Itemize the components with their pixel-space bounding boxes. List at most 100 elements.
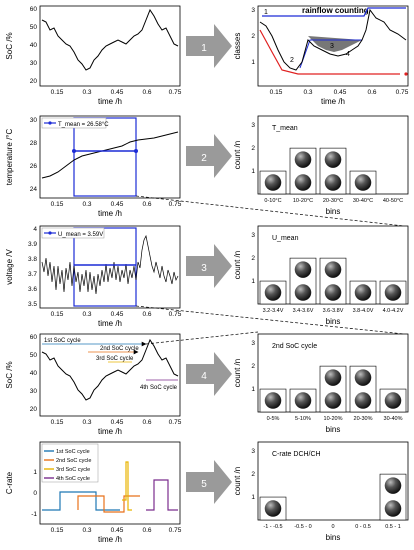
connectors [135, 195, 405, 345]
histogram-ylabel: count /n [233, 467, 242, 495]
cycle2-label: 2nd SoC cycle [100, 346, 139, 352]
svg-text:3rd SoC cycle: 3rd SoC cycle [56, 467, 90, 473]
left1-yticks: 60 50 40 30 20 [30, 6, 38, 85]
histogram-ytick: 2 [251, 145, 255, 152]
svg-text:30: 30 [30, 388, 38, 395]
histogram-ball [354, 174, 372, 191]
svg-text:50: 50 [30, 24, 38, 31]
svg-text:0.3: 0.3 [82, 89, 91, 96]
svg-text:26: 26 [30, 163, 38, 170]
left1-xticks: 0.15 0.3 0.45 0.6 0.75 [51, 89, 182, 96]
svg-text:20: 20 [30, 406, 38, 413]
step-arrows: 1 2 3 4 5 [186, 24, 232, 504]
svg-text:3: 3 [251, 7, 255, 14]
voltage-trace [41, 234, 179, 295]
histogram-ball [384, 392, 402, 409]
left2-yticks: 30 28 26 24 [30, 117, 38, 193]
left-panel-temperature: temperature /°C time /h 0.15 0.3 0.45 0.… [5, 115, 182, 218]
temperature-trace [41, 131, 179, 179]
histogram-ytick: 2 [251, 471, 255, 478]
histogram-callout: 2nd SoC cycle [272, 343, 317, 350]
left-panel-soc: SoC /% time /h 0.15 0.3 0.45 0.6 0.75 60… [5, 5, 182, 106]
histogram-bin-label: 40-50°C [383, 198, 403, 204]
svg-text:3: 3 [330, 43, 334, 50]
svg-text:3.6: 3.6 [28, 286, 37, 293]
svg-text:0.6: 0.6 [367, 89, 376, 96]
histogram-ball [354, 284, 372, 301]
histogram-bin-label: 20-30% [354, 416, 373, 422]
histogram-ball [324, 174, 342, 191]
svg-text:0.15: 0.15 [51, 201, 64, 208]
histogram-bin-label: 4.0-4.2V [383, 308, 404, 314]
histogram-ytick: 2 [251, 363, 255, 370]
histogram-bin-label: 3.6-3.8V [323, 308, 344, 314]
left2-xlabel: time /h [98, 209, 122, 218]
svg-text:2: 2 [290, 57, 294, 64]
svg-text:0.6: 0.6 [142, 89, 151, 96]
histogram-bin-label: 0-10°C [264, 198, 281, 204]
histogram-ylabel: count /n [233, 141, 242, 169]
svg-text:0.45: 0.45 [111, 419, 124, 426]
c-rate-legend: 1st SoC cycle 2nd SoC cycle 3rd SoC cycl… [41, 443, 99, 483]
cycle3-label: 3rd SoC cycle [96, 356, 134, 362]
svg-text:28: 28 [30, 140, 38, 147]
histogram-ball [264, 284, 282, 301]
svg-text:40: 40 [30, 370, 38, 377]
histogram-ytick: 1 [251, 278, 255, 285]
svg-text:0.6: 0.6 [142, 201, 151, 208]
histogram-ylabel: count /n [233, 251, 242, 279]
svg-text:C-rate: C-rate [5, 471, 14, 494]
svg-text:0.3: 0.3 [82, 419, 91, 426]
svg-text:24: 24 [30, 186, 38, 193]
svg-text:40: 40 [30, 42, 38, 49]
svg-text:1: 1 [251, 59, 255, 66]
svg-text:0.6: 0.6 [142, 527, 151, 534]
histogram-ball [324, 151, 342, 168]
right-panel-rainflow: classes time /h 0.15 0.3 0.45 0.6 0.75 3… [233, 5, 409, 106]
step-3: 3 [201, 263, 207, 274]
right-histograms: count /n bins 3 2 1 0-10°C 10-20°C 20-30°C 30-40… [233, 115, 409, 542]
histogram-4: count /n bins 3 2 1 0-5% 5-10% 10-20% 20-30% 30-4… [233, 333, 409, 434]
histogram-bin-label: 0-5% [267, 416, 280, 422]
svg-text:0.75: 0.75 [169, 527, 182, 534]
svg-text:time /h: time /h [321, 97, 345, 106]
cycle1-label: 1st SoC cycle [44, 338, 81, 344]
histogram-ytick: 3 [251, 232, 255, 239]
histogram-ball [294, 174, 312, 191]
svg-text:30: 30 [30, 60, 38, 67]
svg-text:SoC /%: SoC /% [5, 361, 14, 388]
soc-trace [41, 8, 179, 71]
histogram-xlabel: bins [326, 207, 341, 216]
svg-text:4th SoC cycle: 4th SoC cycle [56, 476, 90, 482]
temp-legend-text: T_mean = 26.58°C [58, 122, 109, 128]
histogram-bin-label: 3.8-4.0V [353, 308, 374, 314]
svg-text:0.75: 0.75 [396, 89, 409, 96]
left2-ylabel: temperature /°C [5, 129, 14, 186]
svg-text:20: 20 [30, 78, 38, 85]
histogram-ball [324, 369, 342, 386]
histogram-bin-label: -0.5 - 0 [294, 524, 311, 530]
svg-text:0.45: 0.45 [111, 201, 124, 208]
svg-text:0.75: 0.75 [169, 311, 182, 318]
histogram-ytick: 3 [251, 340, 255, 347]
histogram-bin-label: 5-10% [295, 416, 311, 422]
histogram-xlabel: bins [326, 425, 341, 434]
histogram-bin-label: 30-40°C [353, 198, 373, 204]
histogram-ball [294, 151, 312, 168]
left3-xlabel: time /h [98, 319, 122, 328]
svg-text:1st SoC cycle: 1st SoC cycle [56, 449, 90, 455]
histogram-ball [294, 284, 312, 301]
svg-text:time /h: time /h [98, 535, 122, 544]
svg-text:0.75: 0.75 [169, 419, 182, 426]
histogram-ball [294, 261, 312, 278]
svg-text:0.6: 0.6 [142, 311, 151, 318]
svg-text:4: 4 [346, 51, 350, 58]
svg-text:30: 30 [30, 117, 38, 124]
svg-text:0.45: 0.45 [111, 527, 124, 534]
voltage-legend-text: U_mean = 3.59V [58, 232, 103, 238]
left1-ylabel: SoC /% [5, 32, 14, 59]
histogram-ytick: 3 [251, 448, 255, 455]
histogram-bin-label: 10-20% [324, 416, 343, 422]
cycle4-label: 4th SoC cycle [140, 385, 178, 391]
